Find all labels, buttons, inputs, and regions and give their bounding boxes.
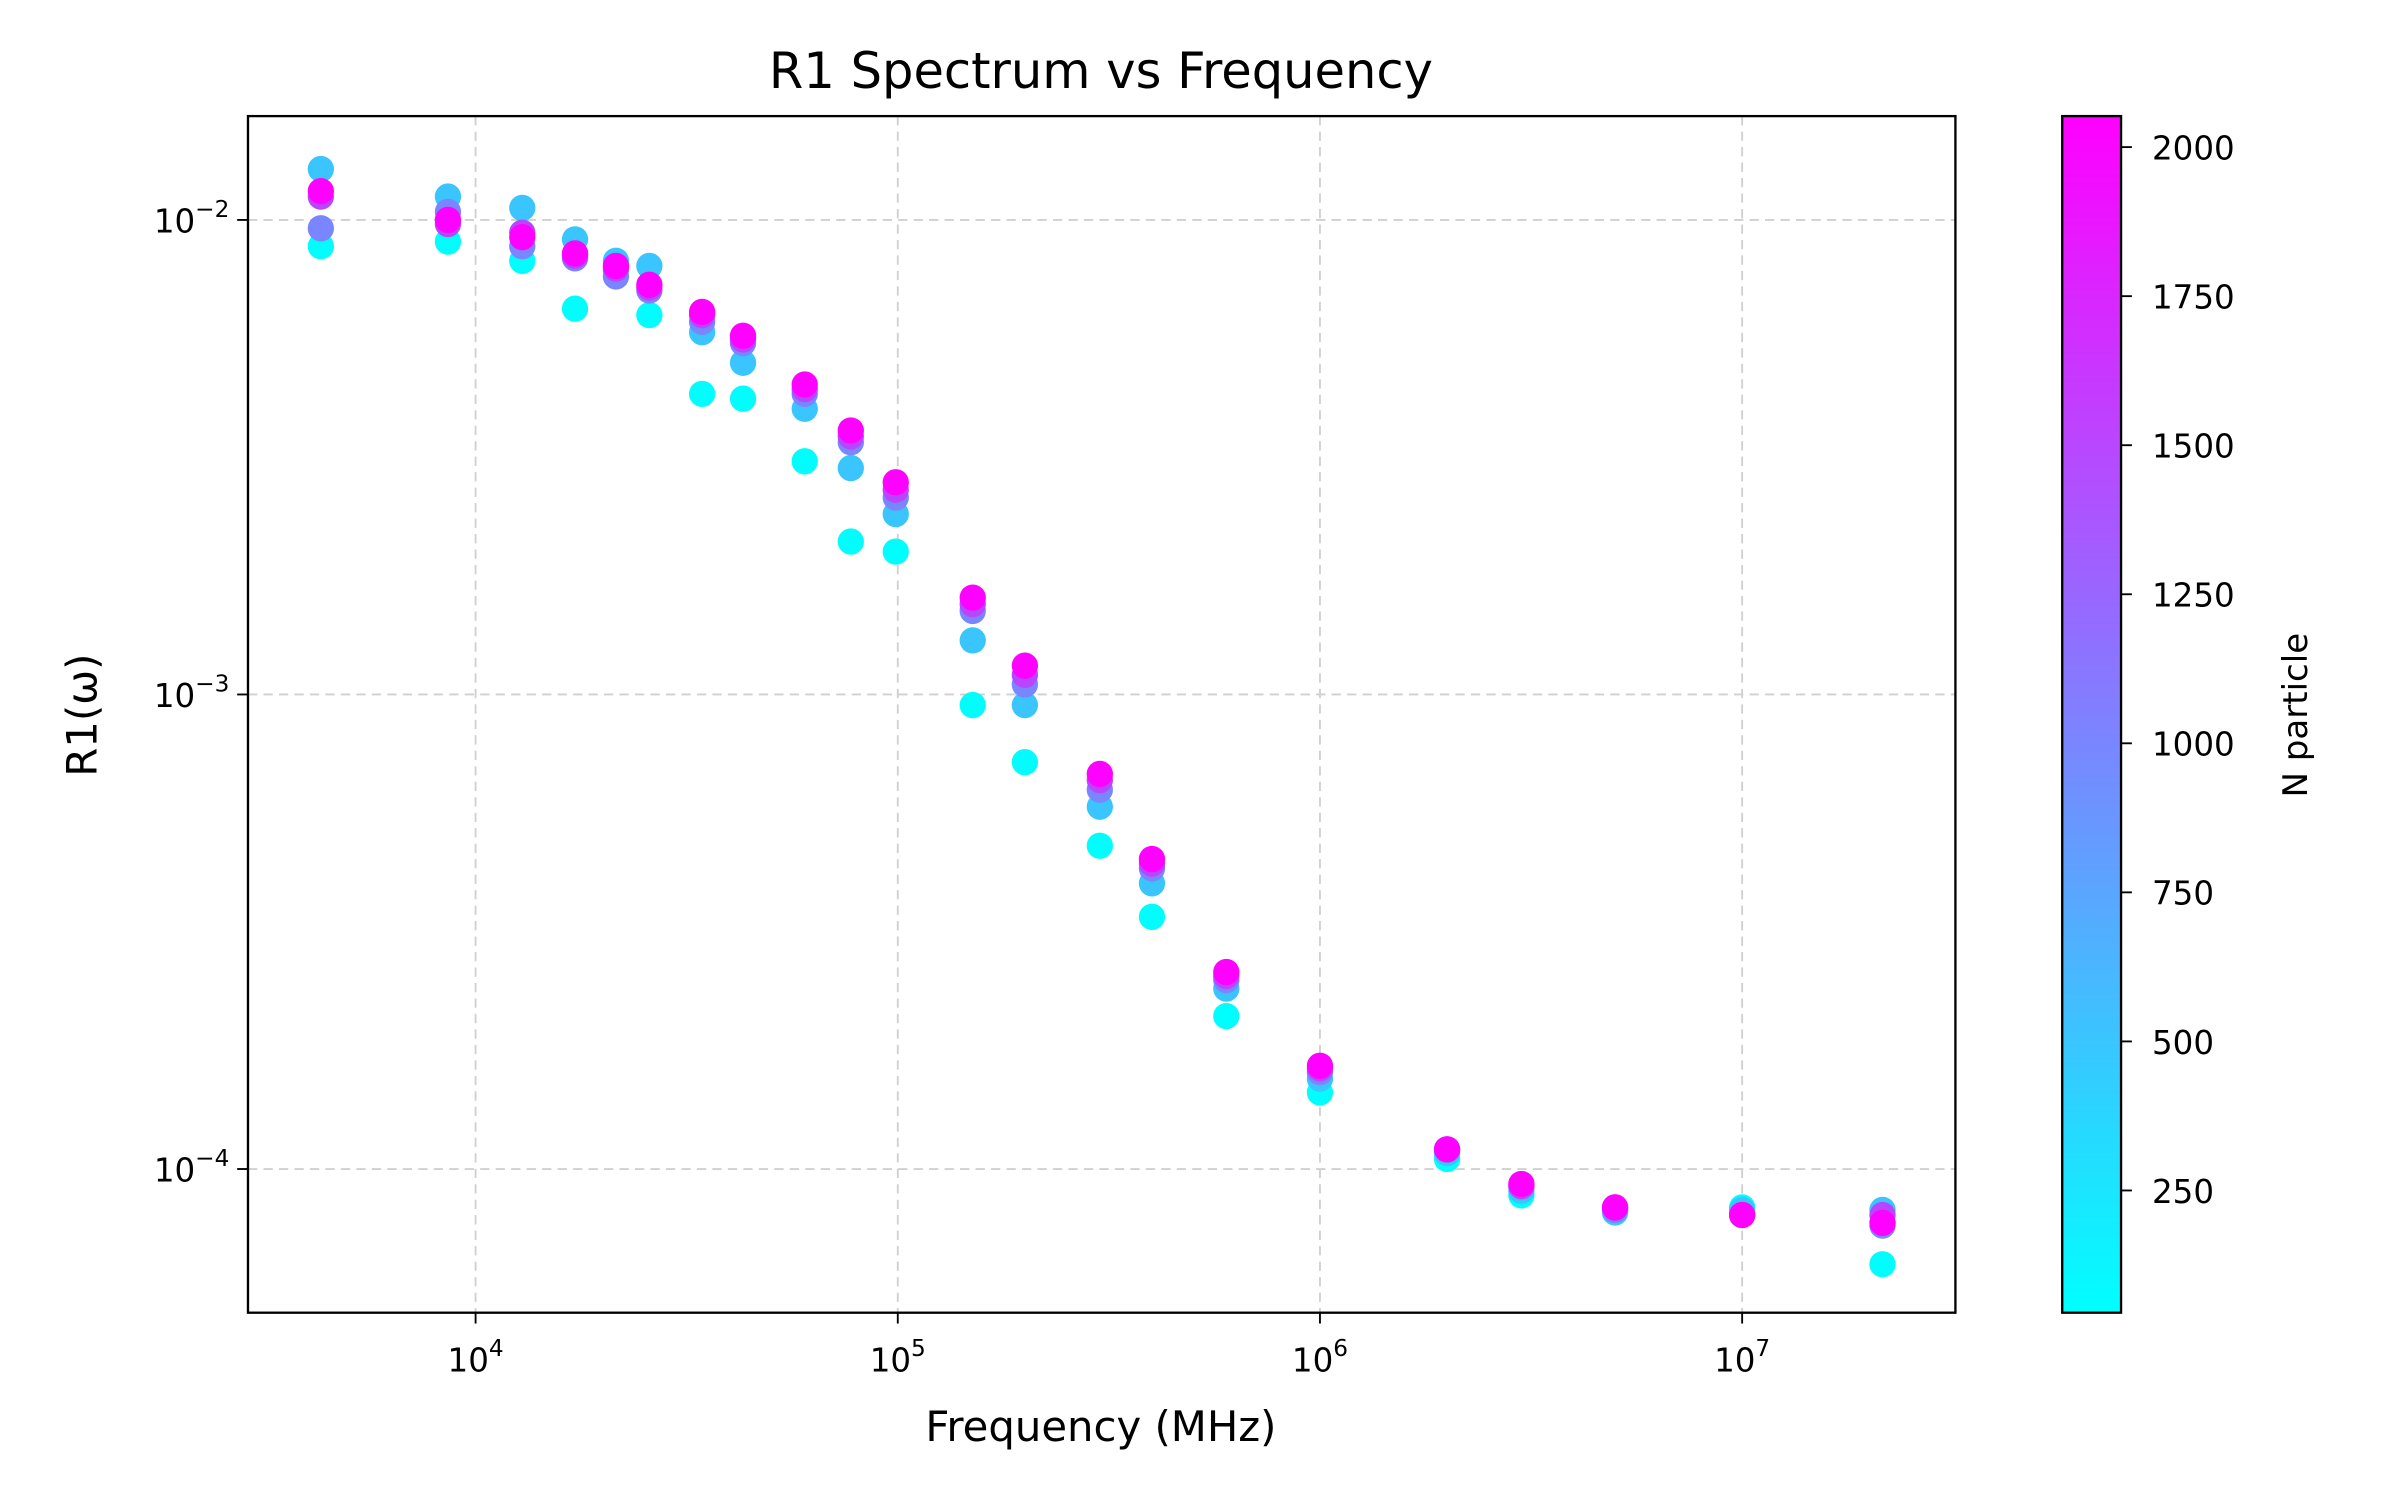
x-tick-label-exponent: 7 (1755, 1335, 1770, 1362)
point (1869, 1251, 1896, 1278)
point (1138, 903, 1166, 930)
colorbar-tick-label: 250 (2152, 1173, 2214, 1211)
y-tick-label-base: 10 (154, 677, 195, 715)
y-tick-label: 10−2 (154, 196, 230, 240)
points (307, 155, 1896, 1278)
point (837, 454, 864, 482)
x-tick-label-base: 10 (1292, 1342, 1333, 1380)
point (791, 448, 818, 475)
x-tick-label-exponent: 6 (1333, 1335, 1348, 1362)
point (307, 177, 335, 205)
point (307, 215, 335, 242)
point (1138, 845, 1166, 873)
point (1213, 1002, 1240, 1030)
colorbar-tick-label: 1250 (2152, 577, 2235, 615)
y-tick-label-base: 10 (154, 202, 195, 240)
point (729, 322, 757, 349)
ticks: 104 105 106 10710−410−310−22505007501000125… (154, 129, 2235, 1379)
colorbar-tick-label: 750 (2152, 875, 2214, 913)
point (434, 206, 462, 234)
point (1433, 1136, 1461, 1163)
y-axis-label: R1(ω) (57, 654, 106, 777)
y-tick-label-exponent: −4 (195, 1145, 229, 1172)
point (1011, 652, 1039, 679)
point (1508, 1170, 1535, 1198)
point (602, 252, 630, 280)
point (1869, 1209, 1896, 1237)
point (688, 298, 716, 326)
point (882, 469, 909, 496)
colorbar-label: N particle (2276, 633, 2316, 798)
y-tick-label: 10−3 (154, 670, 230, 714)
x-tick-label-exponent: 5 (911, 1335, 926, 1362)
y-tick-label-base: 10 (154, 1151, 195, 1189)
point (729, 349, 757, 376)
point (509, 223, 536, 251)
colorbar-tick-label: 500 (2152, 1024, 2214, 1062)
colorbar-tick-label: 2000 (2152, 129, 2235, 167)
x-tick-label-base: 10 (870, 1342, 911, 1380)
chart-title: R1 Spectrum vs Frequency (769, 42, 1433, 100)
x-tick-label: 104 (448, 1335, 504, 1379)
colorbar-tick-label: 1500 (2152, 428, 2235, 466)
point (509, 194, 536, 222)
point (837, 417, 864, 444)
plot-frame (246, 114, 1957, 1314)
x-tick-label-exponent: 4 (489, 1335, 504, 1362)
point (959, 584, 986, 611)
point (1086, 832, 1113, 859)
x-tick-label: 106 (1292, 1335, 1348, 1379)
colorbar-tick-label: 1750 (2152, 279, 2235, 317)
point (791, 371, 818, 398)
x-tick-label-base: 10 (448, 1342, 489, 1380)
colorbar (2061, 114, 2123, 1314)
y-tick-label-exponent: −3 (195, 670, 229, 697)
point (1011, 749, 1039, 776)
colorbar-tick-label: 1000 (2152, 726, 2235, 764)
point (1011, 691, 1039, 719)
point (1306, 1052, 1334, 1079)
point (729, 385, 757, 412)
point (561, 240, 589, 267)
x-tick-label: 107 (1714, 1335, 1770, 1379)
point (688, 380, 716, 408)
point (1601, 1194, 1629, 1221)
point (837, 528, 864, 555)
y-tick-label-exponent: −2 (195, 196, 229, 223)
point (882, 538, 909, 565)
point (636, 252, 663, 280)
point (959, 627, 986, 654)
point (959, 691, 986, 719)
point (636, 271, 663, 298)
y-tick-label: 10−4 (154, 1145, 230, 1189)
point (307, 155, 335, 183)
grid (247, 116, 1956, 1313)
point (636, 301, 663, 329)
point (561, 295, 589, 322)
x-tick-label: 105 (870, 1335, 926, 1379)
point (1086, 760, 1113, 788)
x-tick-label-base: 10 (1714, 1342, 1755, 1380)
point (1728, 1201, 1756, 1229)
x-axis-label: Frequency (MHz) (925, 1402, 1276, 1451)
point (1213, 958, 1240, 986)
